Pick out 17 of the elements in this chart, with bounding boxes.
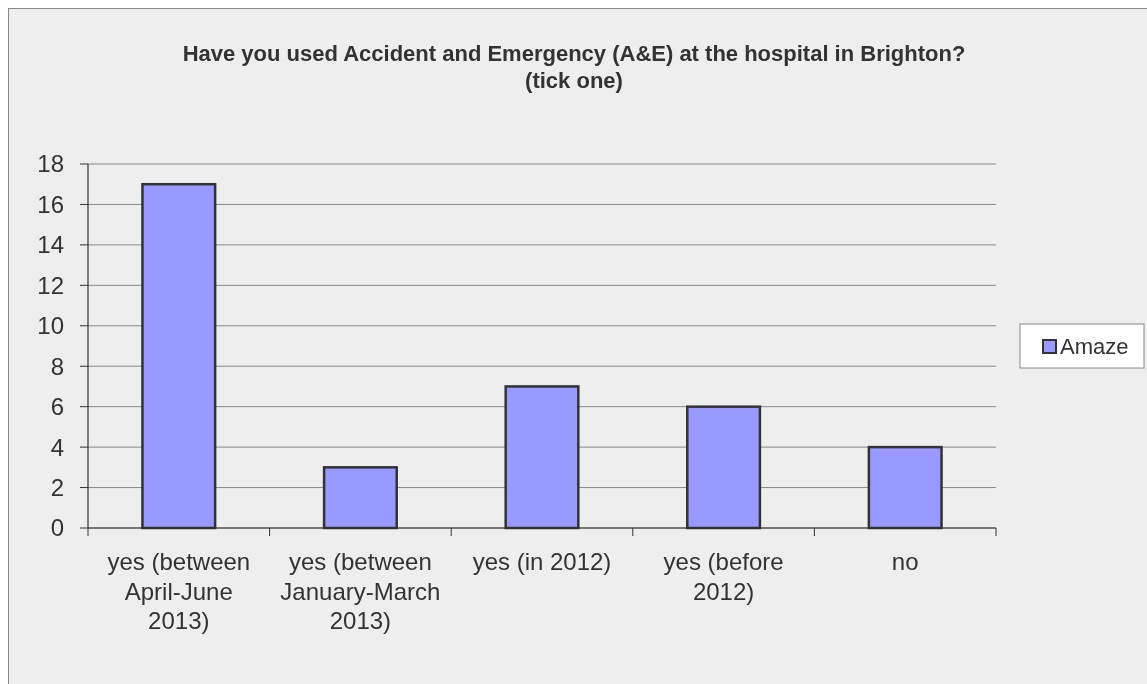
x-tick-label: no [891,548,919,575]
x-tick-label: yes (between April-June 2013) [107,548,251,634]
x-tick-label: yes (in 2012) [472,548,612,575]
y-tick-label: 16 [37,190,64,218]
chart-title: Have you used Accident and Emergency (A&E) at the hospital in Brighton? (tick one) [182,41,966,93]
x-tick-label: yes (before 2012) [663,548,784,605]
y-tick-label: 6 [50,393,64,421]
legend-label: Amaze [1060,334,1129,359]
y-tick-label: 18 [37,150,64,178]
y-tick-label: 8 [50,352,64,380]
y-tick-label: 0 [50,514,64,542]
y-tick-label: 10 [37,312,64,340]
y-tick-label: 12 [37,271,64,299]
y-tick-label: 4 [50,433,64,461]
y-tick-label: 14 [37,231,64,259]
x-tick-label: yes (between January-March 2013) [280,548,441,634]
y-tick-label: 2 [50,473,64,501]
